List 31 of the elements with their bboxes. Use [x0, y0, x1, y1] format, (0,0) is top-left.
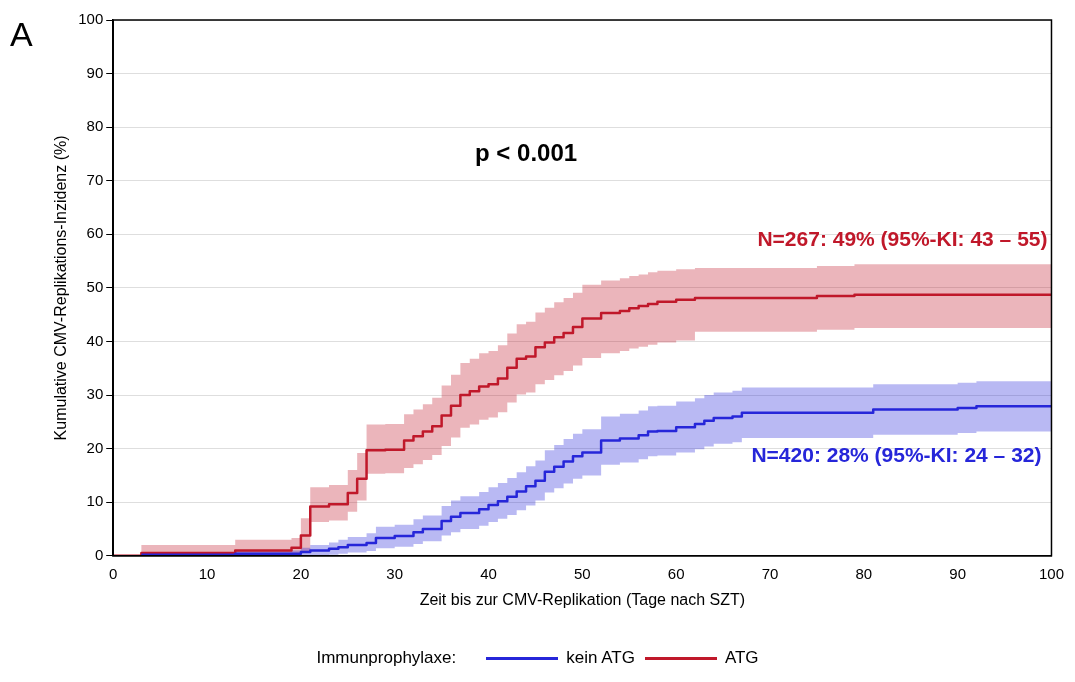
- y-tick-label: 80: [86, 117, 104, 135]
- y-tick-label: 30: [86, 385, 104, 403]
- y-tick-label: 100: [78, 10, 104, 28]
- y-tick-label: 20: [86, 438, 104, 456]
- annotation: N=420: 28% (95%-KI: 24 – 32): [751, 442, 1042, 466]
- y-tick-label: 50: [86, 278, 104, 296]
- x-axis-title: Zeit bis zur CMV-Replikation (Tage nach SZT): [419, 590, 746, 608]
- annotation: p < 0.001: [475, 138, 578, 166]
- x-tick-label: 100: [1038, 564, 1064, 582]
- x-tick-label: 90: [949, 564, 966, 582]
- y-tick-label: 90: [86, 63, 104, 81]
- x-tick-label: 20: [292, 564, 310, 582]
- y-tick-label: 60: [86, 224, 104, 242]
- y-axis-title: Kumulative CMV-Replikations-Inzidenz (%): [52, 135, 70, 441]
- x-tick-label: 10: [198, 564, 216, 582]
- annotation: N=267: 49% (95%-KI: 43 – 55): [757, 226, 1048, 250]
- y-tick-label: 10: [86, 492, 104, 510]
- x-tick-label: 70: [761, 564, 779, 582]
- x-tick-label: 60: [667, 564, 685, 582]
- chart-title: A: [10, 15, 33, 54]
- y-tick-label: 70: [86, 170, 104, 188]
- y-tick-label: 40: [86, 331, 104, 349]
- legend-label: kein ATG: [566, 648, 635, 668]
- legend-label: ATG: [724, 648, 759, 668]
- x-tick-label: 50: [574, 564, 591, 582]
- x-tick-label: 0: [109, 564, 118, 582]
- x-tick-label: 40: [480, 564, 497, 582]
- x-tick-label: 30: [386, 564, 404, 582]
- y-tick-label: 0: [94, 545, 104, 563]
- legend-title: Immunprophylaxe:: [316, 648, 457, 668]
- x-tick-label: 80: [855, 564, 873, 582]
